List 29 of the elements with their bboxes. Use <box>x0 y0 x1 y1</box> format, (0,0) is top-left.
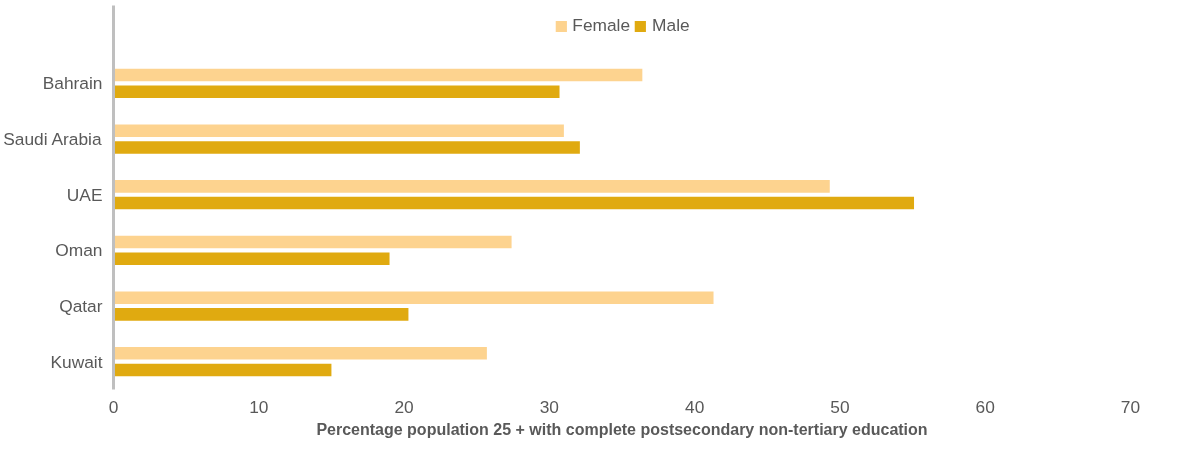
x-tick-label: 30 <box>539 396 559 417</box>
x-tick-label: 60 <box>975 396 995 417</box>
x-axis-title: Percentage population 25 + with complete postsecondary non-tertiary education <box>316 420 928 438</box>
bar <box>113 252 390 265</box>
x-tick-label: 40 <box>685 396 705 417</box>
bar <box>113 124 564 137</box>
bar <box>113 291 714 304</box>
legend-label: Female <box>572 15 631 36</box>
bar <box>113 68 643 82</box>
bar <box>113 347 487 360</box>
bar <box>113 235 512 249</box>
bar <box>113 141 580 154</box>
y-tick-label: Oman <box>55 240 103 261</box>
x-tick-label: 10 <box>249 396 269 417</box>
y-tick-label: Bahrain <box>42 73 103 94</box>
x-tick-label: 0 <box>108 396 119 417</box>
y-tick-label: Saudi Arabia <box>3 129 102 150</box>
legend-label: Male <box>652 15 690 36</box>
x-tick-label: 70 <box>1120 396 1141 417</box>
bar <box>113 180 830 193</box>
y-tick-label: Qatar <box>59 296 103 317</box>
x-tick-label: 50 <box>830 396 850 417</box>
bar <box>113 85 560 99</box>
y-tick-label: Kuwait <box>50 351 103 372</box>
bar <box>113 196 915 210</box>
bar <box>113 308 409 321</box>
x-tick-label: 20 <box>394 396 414 417</box>
y-tick-label: UAE <box>66 184 103 205</box>
bar <box>113 363 332 377</box>
